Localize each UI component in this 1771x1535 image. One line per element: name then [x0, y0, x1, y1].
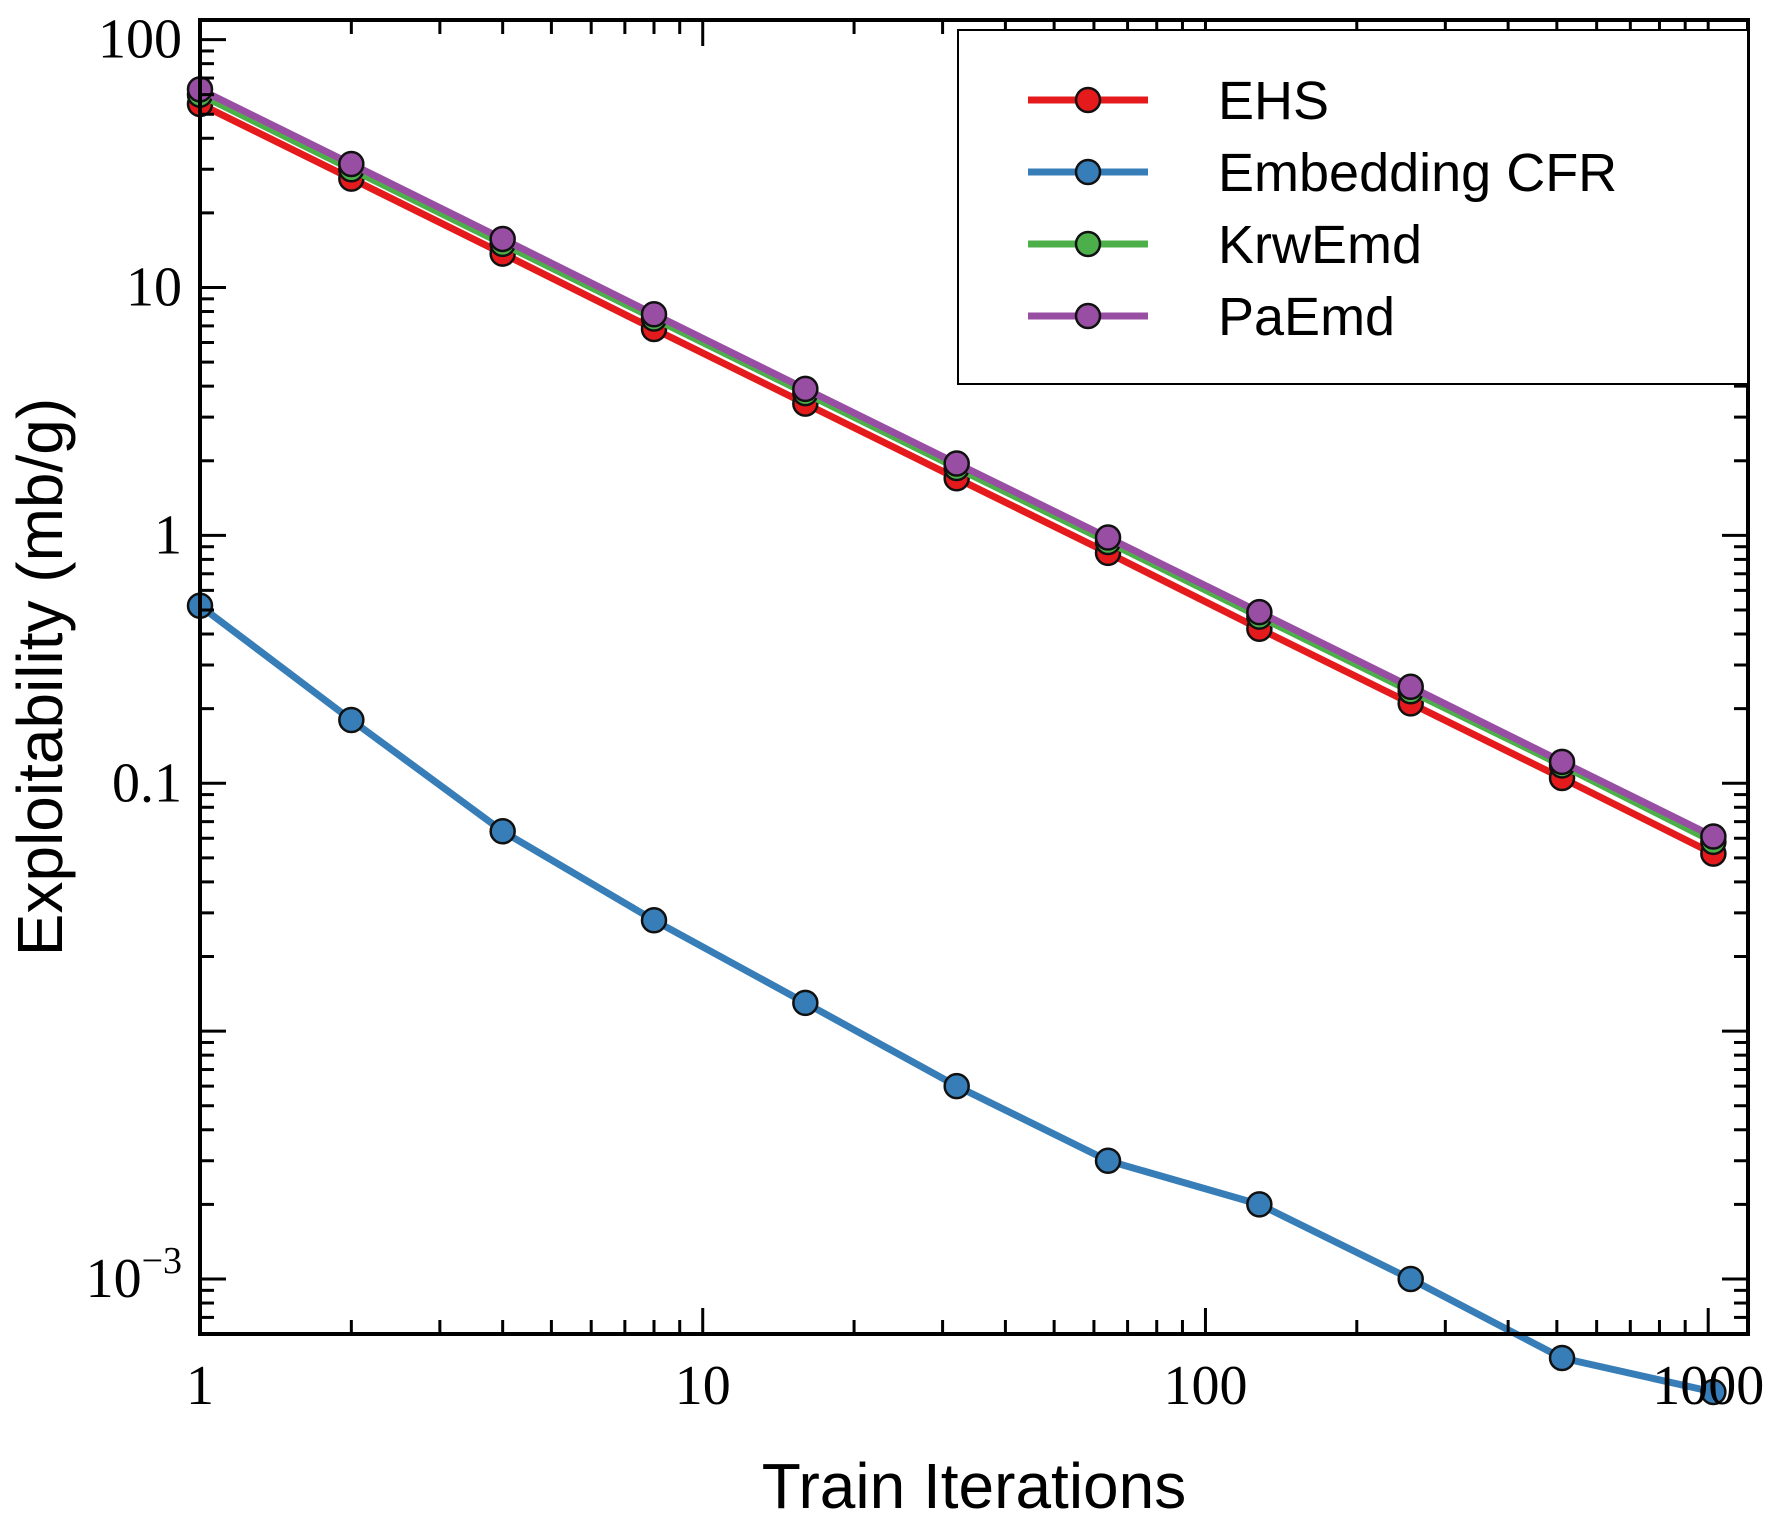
- data-point-paemd: [338, 150, 365, 178]
- data-point-paemd: [1397, 673, 1424, 701]
- x-axis-label: Train Iterations: [762, 1450, 1186, 1522]
- legend-swatch-marker: [1074, 86, 1102, 114]
- y-tick-label: 1: [154, 504, 182, 566]
- legend-swatch-marker: [1074, 158, 1102, 186]
- data-point-paemd: [640, 301, 668, 328]
- x-tick-label: 1: [186, 1355, 214, 1417]
- data-point-paemd: [792, 375, 819, 403]
- data-point-paemd: [943, 450, 970, 477]
- legend-entry-ehs: EHS: [1028, 71, 1329, 131]
- data-point-embedding-cfr: [640, 907, 668, 934]
- data-point-embedding-cfr: [943, 1072, 970, 1100]
- legend-label: KrwEmd: [1218, 215, 1422, 275]
- data-point-embedding-cfr: [1094, 1147, 1122, 1174]
- legend-label: Embedding CFR: [1218, 143, 1617, 203]
- data-point-paemd: [1548, 748, 1576, 776]
- data-point-embedding-cfr: [1397, 1265, 1424, 1293]
- plot-lines: [186, 76, 1727, 1406]
- legend-swatch-marker: [1074, 230, 1102, 258]
- legend-entry-embedding-cfr: Embedding CFR: [1028, 143, 1617, 203]
- x-tick-labels: 1 10 100 1000: [186, 1355, 1764, 1417]
- legend-label: EHS: [1218, 71, 1329, 131]
- data-point-paemd: [1094, 524, 1122, 551]
- y-tick-label: 10−3: [86, 1240, 182, 1310]
- y-tick-label-exponent: −3: [142, 1240, 182, 1282]
- x-tick-label: 1000: [1652, 1355, 1764, 1417]
- legend-entry-krwemd: KrwEmd: [1028, 215, 1422, 275]
- x-tick-label: 10: [675, 1355, 731, 1417]
- y-tick-label: 0.1: [112, 752, 182, 814]
- data-point-paemd: [1246, 598, 1273, 626]
- data-point-embedding-cfr: [1548, 1344, 1576, 1372]
- data-point-paemd: [489, 225, 516, 253]
- y-tick-label: 100: [98, 9, 182, 71]
- legend: EHS Embedding CFR KrwEmd PaEmd: [957, 29, 1749, 385]
- data-point-embedding-cfr: [489, 818, 516, 845]
- legend-entry-paemd: PaEmd: [1028, 287, 1395, 347]
- legend-entries: EHS Embedding CFR KrwEmd PaEmd: [1028, 71, 1617, 347]
- x-tick-label: 100: [1163, 1355, 1247, 1417]
- plot-frame: [198, 18, 1750, 1336]
- y-tick-label: 10: [126, 257, 182, 319]
- data-point-embedding-cfr: [1700, 1378, 1727, 1406]
- series-embedding-cfr: [186, 592, 1727, 1406]
- axis-ticks: [198, 20, 1748, 1336]
- data-point-embedding-cfr: [338, 706, 365, 734]
- legend-swatch-marker: [1074, 302, 1102, 330]
- legend-label: PaEmd: [1218, 287, 1395, 347]
- y-axis-label: Exploitability (mb/g): [4, 398, 76, 956]
- data-point-paemd: [1700, 823, 1727, 850]
- y-tick-label-base: 10: [86, 1248, 142, 1310]
- data-point-embedding-cfr: [792, 989, 819, 1017]
- data-point-embedding-cfr: [1246, 1191, 1273, 1218]
